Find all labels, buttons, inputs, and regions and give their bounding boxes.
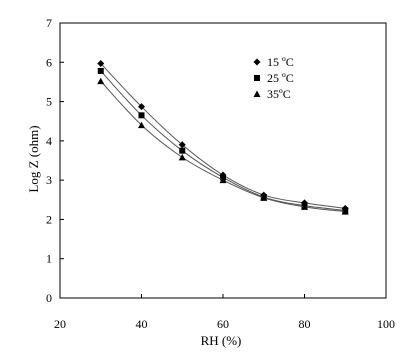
data-point (178, 153, 186, 161)
data-point (97, 77, 105, 85)
y-axis-label: Log Z (ohm) (26, 125, 41, 192)
data-point (178, 141, 186, 149)
x-tick-label: 40 (136, 317, 148, 331)
data-point (138, 112, 145, 119)
y-tick-label: 1 (46, 252, 52, 266)
series-line (100, 70, 346, 211)
y-tick-label: 6 (46, 55, 52, 69)
legend-marker (254, 75, 260, 81)
data-point (97, 59, 105, 67)
y-tick-label: 0 (46, 291, 52, 305)
data-point (260, 194, 268, 201)
data-point (179, 147, 186, 154)
x-tick-label: 20 (54, 317, 66, 331)
data-point (97, 67, 104, 74)
axes: 0 1 2 3 4 5 6 7 20 40 60 80 100 (46, 16, 395, 331)
series-line (100, 80, 346, 213)
series-group (97, 59, 349, 215)
legend: 15 ºC 25 ºC 35ºC (253, 55, 294, 101)
x-axis-label: RH (%) (201, 333, 242, 348)
data-point (301, 203, 308, 210)
x-tick-label: 60 (217, 317, 229, 331)
data-point (138, 103, 145, 111)
legend-marker (253, 90, 261, 97)
x-tick-label: 80 (299, 317, 311, 331)
data-point (219, 176, 227, 184)
legend-label: 25 ºC (267, 71, 294, 85)
legend-marker (253, 58, 261, 66)
data-point (138, 121, 145, 129)
y-tick-label: 3 (46, 173, 52, 187)
plot-frame (59, 22, 387, 299)
data-point (341, 208, 349, 215)
y-tick-label: 5 (46, 95, 52, 109)
series-line (100, 63, 346, 209)
y-tick-label: 2 (46, 212, 52, 226)
legend-label: 35ºC (267, 87, 291, 101)
legend-label: 15 ºC (267, 55, 294, 69)
y-tick-label: 7 (46, 16, 52, 30)
x-tick-label: 100 (377, 317, 395, 331)
y-tick-label: 4 (46, 134, 52, 148)
